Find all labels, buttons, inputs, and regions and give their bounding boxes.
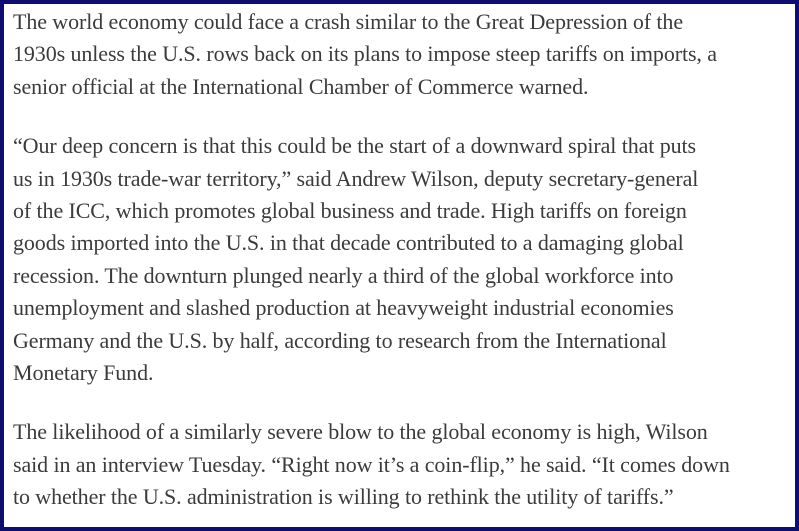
text-line: Monetary Fund. [13,360,154,386]
text-line: Germany and the U.S. by half, according … [13,327,667,353]
text-line: unemployment and slashed production at h… [13,295,674,321]
paragraph: The likelihood of a similarly severe blo… [13,416,787,513]
text-line: of the ICC, which promotes global busine… [13,198,687,224]
text-line: said in an interview Tuesday. “Right now… [13,451,730,477]
text-line: 1930s unless the U.S. rows back on its p… [13,41,717,67]
text-line: goods imported into the U.S. in that dec… [13,230,684,256]
text-line: recession. The downturn plunged nearly a… [13,262,674,288]
text-line: The world economy could face a crash sim… [13,9,683,34]
text-line: “Our deep concern is that this could be … [13,133,696,159]
text-line: The likelihood of a similarly severe blo… [13,419,708,445]
paragraph: The world economy could face a crash sim… [13,6,787,103]
text-line: us in 1930s trade-war territory,” said A… [13,165,699,191]
text-line: to whether the U.S. administration is wi… [13,484,674,510]
text-line: senior official at the International Cha… [13,73,589,99]
paragraph: “Our deep concern is that this could be … [13,130,787,389]
